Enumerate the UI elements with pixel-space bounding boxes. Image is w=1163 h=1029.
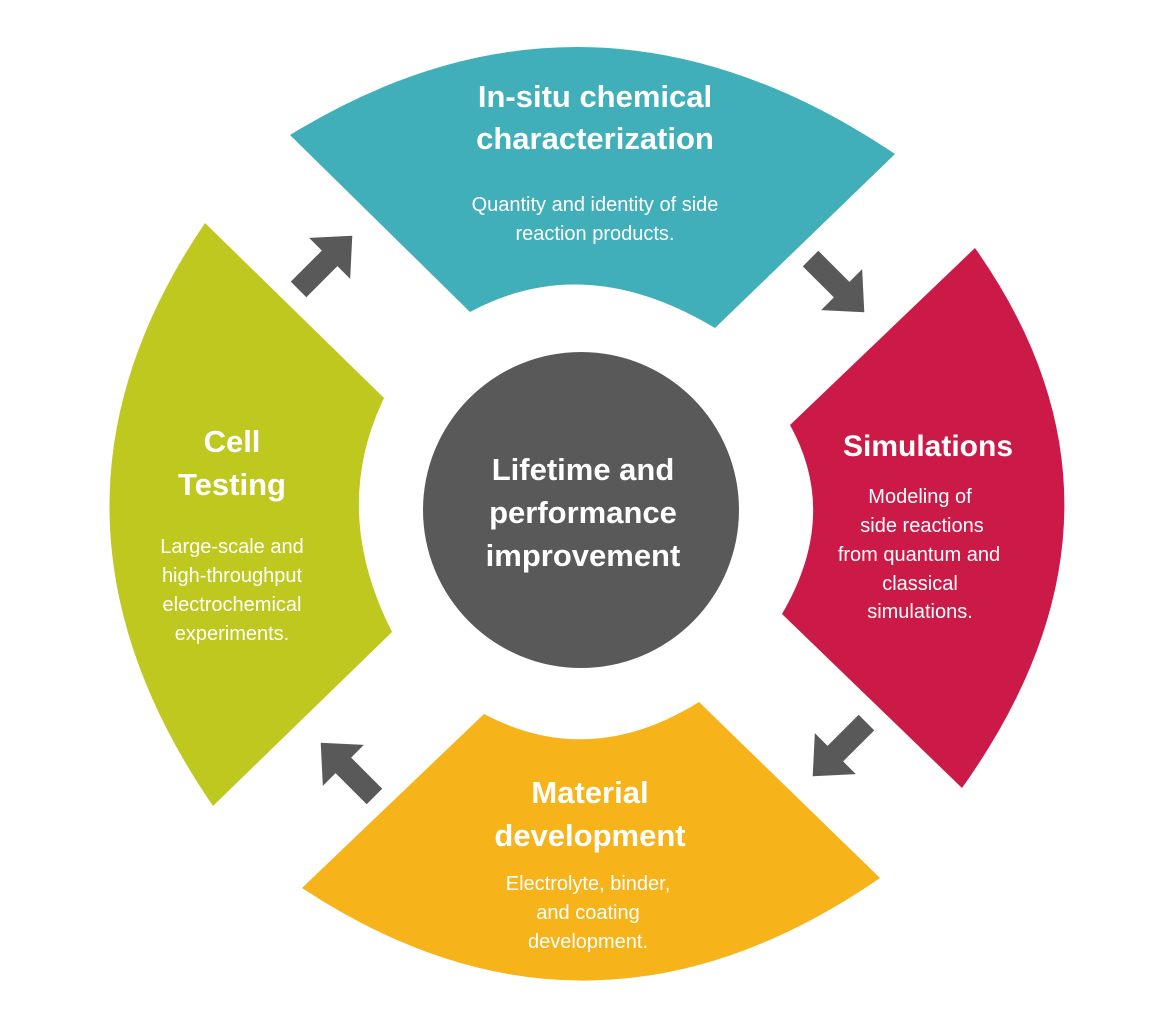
right-desc-line-5: simulations. (867, 601, 973, 623)
bottom-desc-line-1: Electrolyte, binder, (506, 873, 671, 895)
center-circle (423, 352, 739, 668)
arrow-down-right-icon (802, 250, 865, 313)
right-title: Simulations (843, 430, 1013, 463)
right-desc-line-2: side reactions (860, 515, 983, 537)
right-desc-line-3: from quantum and (838, 544, 1000, 566)
segment-left (109, 223, 393, 806)
bottom-desc-line-2: and coating (536, 902, 639, 924)
left-title-line-1: Cell (204, 424, 261, 459)
top-desc-line-2: reaction products. (516, 223, 675, 245)
arrow-up-right-icon (290, 235, 353, 298)
top-title-line-2: characterization (476, 121, 714, 156)
segment-right (782, 248, 1065, 788)
left-desc-line-1: Large-scale and (160, 536, 303, 558)
arrow-down-left-icon (812, 714, 875, 777)
left-desc-line-2: high-throughput (162, 565, 303, 587)
segment-bottom (302, 702, 880, 981)
bottom-desc-line-3: development. (528, 931, 648, 953)
center-line-3: improvement (486, 538, 681, 573)
bottom-title-line-2: development (494, 818, 685, 853)
arrow-up-left-icon (320, 742, 383, 805)
right-desc-line-4: classical (882, 573, 958, 595)
top-title-line-1: In-situ chemical (478, 79, 712, 114)
center-line-1: Lifetime and (492, 452, 675, 487)
segment-top (290, 47, 895, 328)
top-desc-line-1: Quantity and identity of side (472, 194, 719, 216)
right-desc-line-1: Modeling of (868, 486, 972, 508)
center-line-2: performance (489, 495, 677, 530)
left-desc-line-4: experiments. (175, 623, 290, 645)
bottom-title-line-1: Material (531, 775, 648, 810)
left-desc-line-3: electrochemical (163, 594, 302, 616)
left-title-line-2: Testing (178, 467, 286, 502)
